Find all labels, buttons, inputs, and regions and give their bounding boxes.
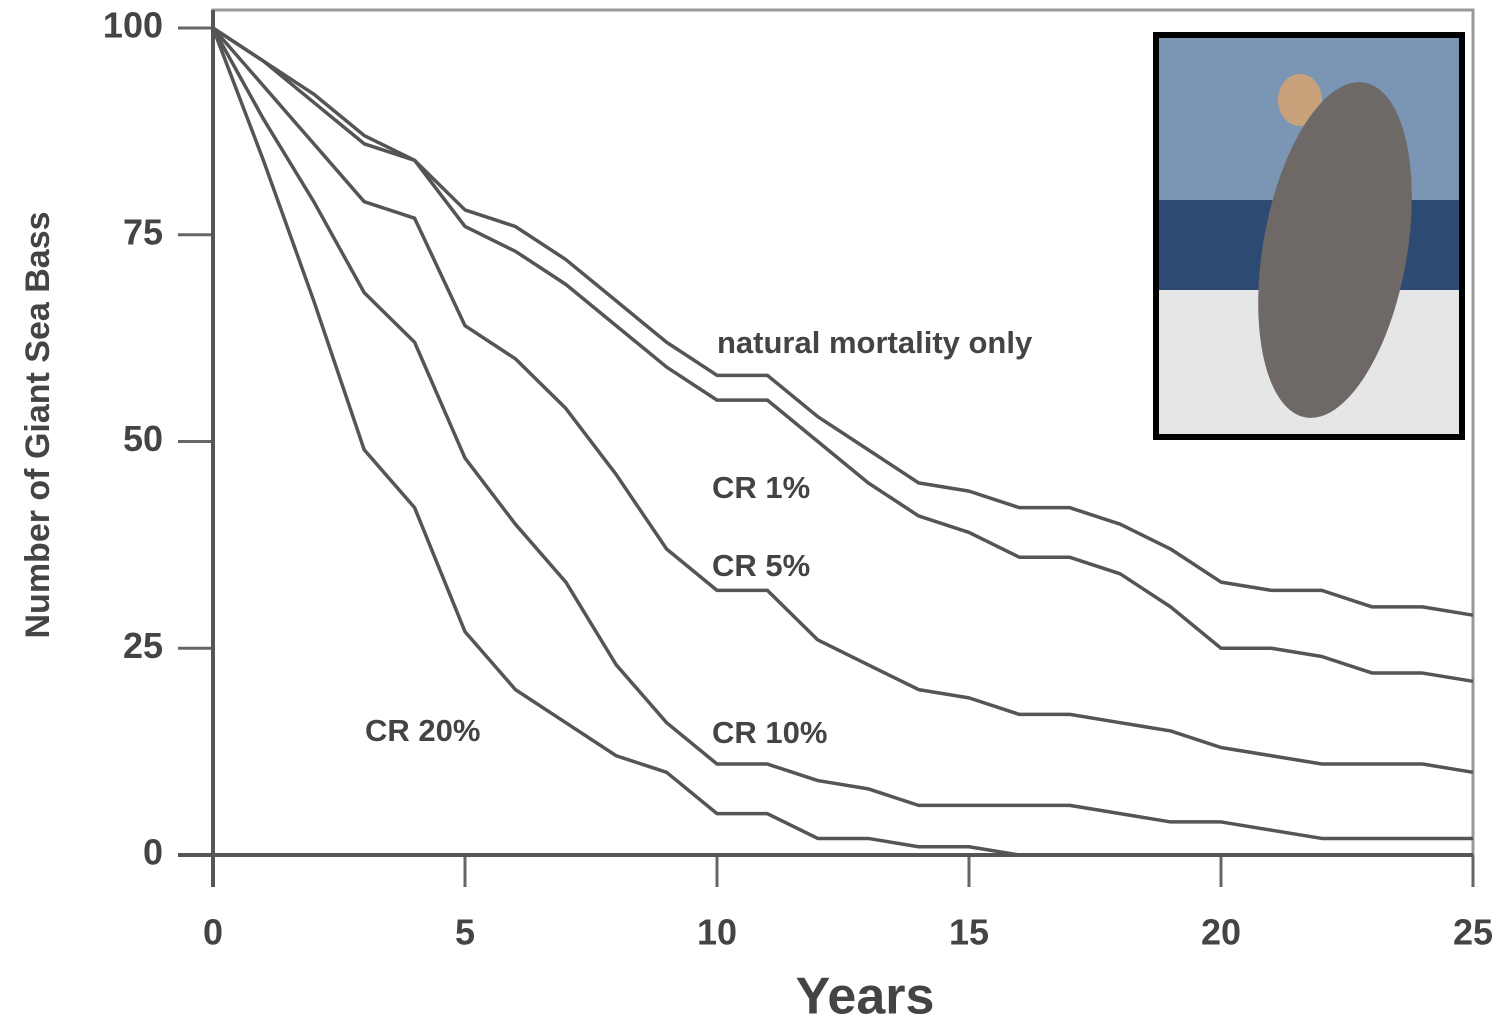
y-axis-label: Number of Giant Sea Bass: [19, 211, 57, 638]
series-label: CR 1%: [712, 470, 810, 505]
chart: Years Number of Giant Sea Bass 025507510…: [0, 0, 1508, 1030]
x-tick-label: 5: [455, 912, 475, 953]
page: Years Number of Giant Sea Bass 025507510…: [0, 0, 1508, 1030]
series-label: CR 10%: [712, 715, 827, 750]
y-tick-label: 25: [123, 625, 163, 666]
y-tick-label: 50: [123, 418, 163, 459]
series-label: CR 20%: [365, 713, 480, 748]
x-tick-label: 25: [1453, 912, 1493, 953]
x-tick-label: 10: [697, 912, 737, 953]
x-axis-label: Years: [796, 968, 935, 1026]
x-tick-label: 20: [1201, 912, 1241, 953]
series-line: [213, 28, 1019, 855]
y-tick-label: 75: [123, 211, 163, 252]
y-tick-label: 100: [103, 5, 163, 46]
y-tick-label: 0: [143, 832, 163, 873]
series-label: CR 5%: [712, 548, 810, 583]
x-tick-label: 15: [949, 912, 989, 953]
x-tick-label: 0: [203, 912, 223, 953]
series-label: natural mortality only: [717, 325, 1033, 360]
photo-inset: [1156, 35, 1462, 437]
